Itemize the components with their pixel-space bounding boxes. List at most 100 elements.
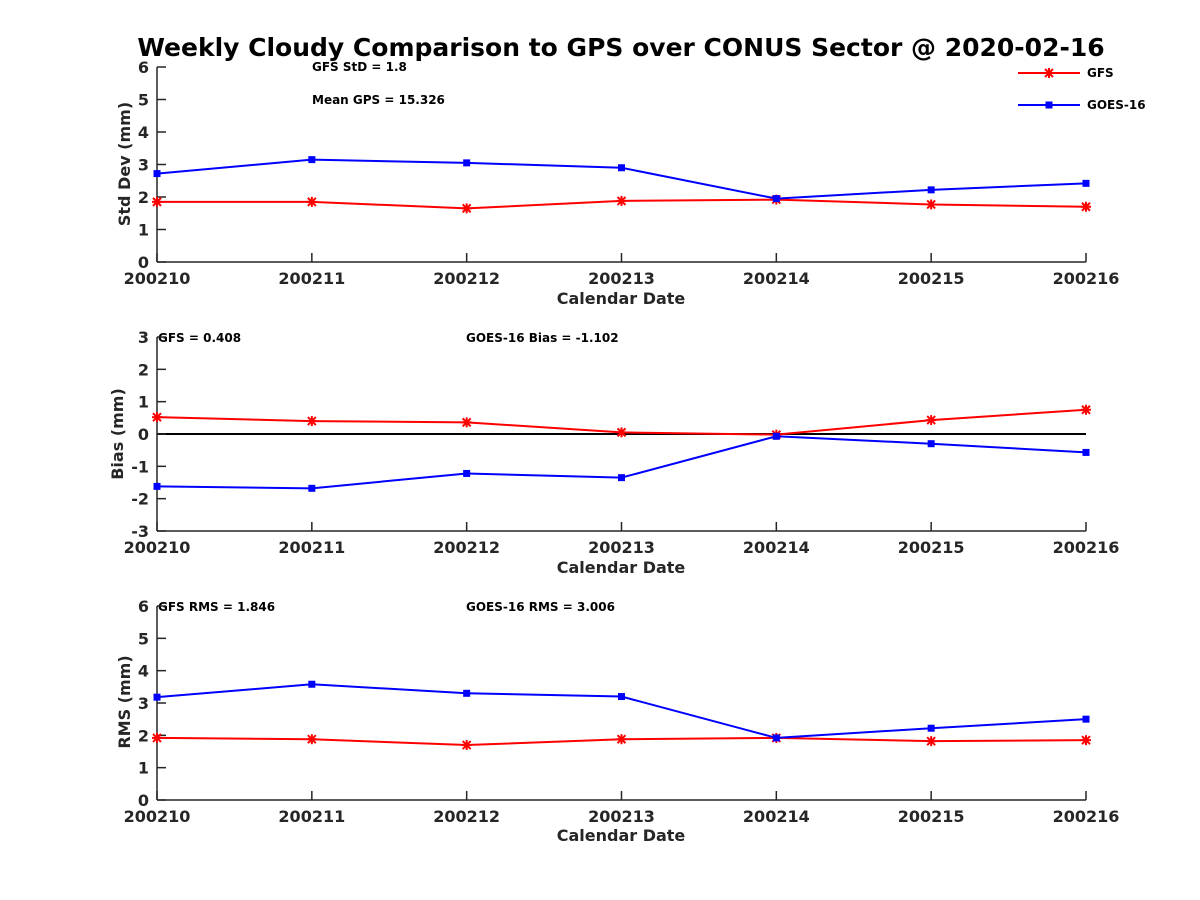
std-dev-goes16-point xyxy=(618,164,625,172)
std-dev-y-tick-label: 0 xyxy=(138,253,149,272)
bias-x-tick-label: 200213 xyxy=(588,538,655,557)
bias-y-axis-label: Bias (mm) xyxy=(108,388,127,480)
std-dev-goes16-point xyxy=(927,186,935,194)
rms-x-tick-label: 200214 xyxy=(743,807,810,826)
std-dev-x-axis-label: Calendar Date xyxy=(557,289,686,308)
std-dev-y-tick-label: 1 xyxy=(138,221,149,240)
bias-goes16-point xyxy=(153,482,161,490)
bias-y-tick-label: -1 xyxy=(131,457,149,476)
bias-goes16-point xyxy=(772,432,780,440)
std-dev-y-tick-label: 3 xyxy=(138,156,149,175)
bias-x-axis-label: Calendar Date xyxy=(557,558,686,577)
std-dev-goes16-point xyxy=(772,195,780,203)
std-dev-x-tick-label: 200210 xyxy=(124,269,191,288)
std-dev-goes16-point xyxy=(1082,179,1090,187)
bias-x-tick-label: 200210 xyxy=(124,538,191,557)
rms-y-tick-label: 0 xyxy=(138,791,149,810)
std-dev-x-tick-label: 200213 xyxy=(588,269,655,288)
std-dev-gfs-point xyxy=(152,196,162,207)
gfs-bias-annotation: GFS = 0.408 xyxy=(158,331,241,345)
mean-gps-annotation: Mean GPS = 15.326 xyxy=(312,93,445,107)
bias-y-tick-label: 1 xyxy=(138,393,149,412)
rms-gfs-point xyxy=(306,734,317,745)
rms-gfs-point xyxy=(926,736,937,747)
bias-goes16-point xyxy=(463,469,471,477)
rms-x-tick-label: 200213 xyxy=(588,807,655,826)
std-dev-y-axis-label: Std Dev (mm) xyxy=(115,102,134,226)
bias-gfs-point xyxy=(461,417,472,428)
bias-x-tick-label: 200214 xyxy=(743,538,810,557)
rms-y-tick-label: 1 xyxy=(138,759,149,778)
legend-marker-goes16 xyxy=(1045,101,1053,109)
bias-x-tick-label: 200212 xyxy=(433,538,500,557)
std-dev-x-tick-label: 200215 xyxy=(898,269,965,288)
std-dev-x-tick-label: 200212 xyxy=(433,269,500,288)
rms-x-tick-label: 200210 xyxy=(124,807,191,826)
rms-goes16-point xyxy=(308,680,316,688)
std-dev-y-tick-label: 6 xyxy=(138,58,149,77)
rms-panel: GFS RMS = 1.846 GOES-16 RMS = 3.006 Cale… xyxy=(115,597,1119,845)
rms-y-axis-label: RMS (mm) xyxy=(115,655,134,748)
rms-x-tick-label: 200216 xyxy=(1053,807,1120,826)
rms-gfs-point xyxy=(616,734,627,745)
bias-y-tick-label: -2 xyxy=(131,490,149,509)
bias-goes16-point xyxy=(618,474,625,482)
bias-gfs-point xyxy=(1081,404,1091,415)
bias-y-tick-label: 3 xyxy=(138,328,149,347)
std-dev-x-tick-label: 200214 xyxy=(743,269,810,288)
rms-gfs-point xyxy=(461,740,472,751)
std-dev-goes16-point xyxy=(308,156,316,164)
std-dev-gfs-point xyxy=(1081,201,1091,212)
goes16-bias-annotation: GOES-16 Bias = -1.102 xyxy=(466,331,619,345)
rms-goes16-point xyxy=(463,689,471,697)
rms-y-tick-label: 2 xyxy=(138,726,149,745)
rms-goes16-point xyxy=(927,724,935,732)
bias-goes16-point xyxy=(1082,448,1090,456)
rms-y-tick-label: 4 xyxy=(138,662,149,681)
rms-goes16-point xyxy=(1082,715,1090,723)
bias-panel: GFS = 0.408 GOES-16 Bias = -1.102 Calend… xyxy=(108,328,1119,577)
rms-goes16-point xyxy=(618,693,625,701)
bias-gfs-point xyxy=(306,416,317,427)
goes16-rms-annotation: GOES-16 RMS = 3.006 xyxy=(466,600,615,614)
rms-gfs-point xyxy=(1081,735,1091,746)
rms-gfs-point xyxy=(152,732,162,743)
bias-x-tick-label: 200211 xyxy=(278,538,345,557)
bias-gfs-point xyxy=(152,412,162,423)
std-dev-gfs-point xyxy=(616,195,627,206)
bias-y-tick-label: 0 xyxy=(138,425,149,444)
std-dev-y-tick-label: 4 xyxy=(138,123,149,142)
std-dev-gfs-point xyxy=(306,196,317,207)
legend-label-goes16: GOES-16 xyxy=(1087,98,1146,112)
legend: GFS GOES-16 xyxy=(1018,66,1146,112)
rms-x-tick-label: 200215 xyxy=(898,807,965,826)
bias-gfs-point xyxy=(616,427,627,438)
std-dev-x-tick-label: 200216 xyxy=(1053,269,1120,288)
rms-goes16-point xyxy=(772,734,780,742)
rms-goes16-point xyxy=(153,693,161,701)
rms-x-tick-label: 200211 xyxy=(278,807,345,826)
rms-y-tick-label: 5 xyxy=(138,629,149,648)
bias-y-tick-label: -3 xyxy=(131,522,149,541)
rms-y-tick-label: 3 xyxy=(138,694,149,713)
bias-x-tick-label: 200216 xyxy=(1053,538,1120,557)
chart-title: Weekly Cloudy Comparison to GPS over CON… xyxy=(137,33,1104,62)
std-dev-panel: GFS StD = 1.8 Mean GPS = 15.326 Calendar… xyxy=(115,58,1119,308)
bias-goes16-point xyxy=(927,440,935,448)
std-dev-x-tick-label: 200211 xyxy=(278,269,345,288)
std-dev-y-tick-label: 5 xyxy=(138,91,149,110)
bias-x-tick-label: 200215 xyxy=(898,538,965,557)
bias-y-tick-label: 2 xyxy=(138,360,149,379)
std-dev-goes16-point xyxy=(153,170,161,178)
std-dev-gfs-point xyxy=(926,199,937,210)
rms-y-tick-label: 6 xyxy=(138,597,149,616)
bias-goes16-point xyxy=(308,484,316,492)
gfs-std-annotation: GFS StD = 1.8 xyxy=(312,60,407,74)
std-dev-y-tick-label: 2 xyxy=(138,188,149,207)
legend-label-gfs: GFS xyxy=(1087,66,1114,80)
rms-x-tick-label: 200212 xyxy=(433,807,500,826)
rms-x-axis-label: Calendar Date xyxy=(557,826,686,845)
std-dev-goes16-point xyxy=(463,159,471,167)
